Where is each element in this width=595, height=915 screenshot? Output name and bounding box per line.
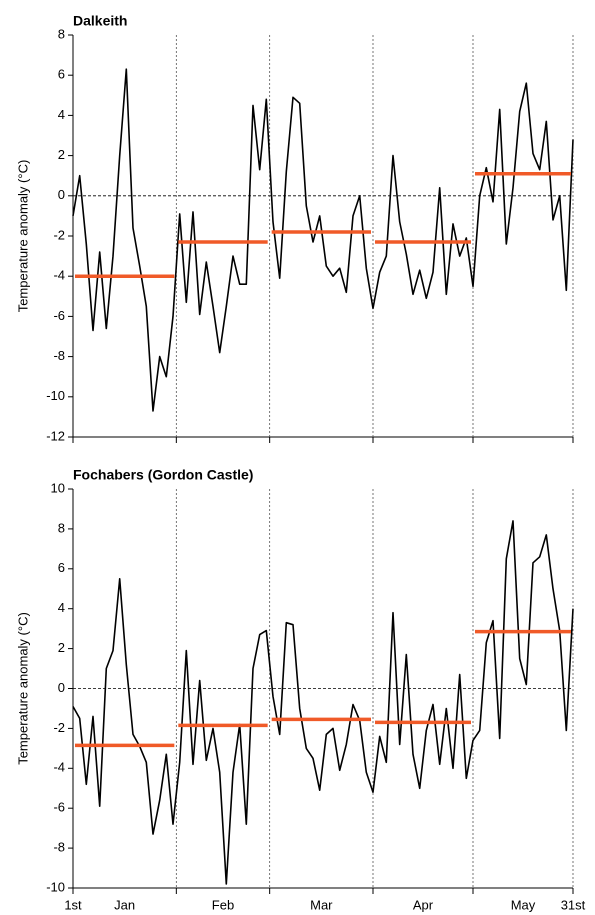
y-tick-label: 2 xyxy=(58,640,65,655)
x-tick-label: 1st xyxy=(64,897,82,912)
y-tick-label: -10 xyxy=(46,879,65,894)
y-tick-label: -6 xyxy=(53,308,65,323)
y-tick-label: 8 xyxy=(58,520,65,535)
y-tick-label: -4 xyxy=(53,760,65,775)
x-tick-label: 31st xyxy=(561,897,586,912)
y-tick-label: -12 xyxy=(46,428,65,443)
y-tick-label: -8 xyxy=(53,840,65,855)
month-label: May xyxy=(511,897,536,912)
y-tick-label: -10 xyxy=(46,388,65,403)
y-tick-label: 4 xyxy=(58,600,65,615)
y-axis-label: Temperature anomaly (°C) xyxy=(15,612,30,765)
month-label: Apr xyxy=(413,897,434,912)
y-tick-label: 10 xyxy=(51,480,65,495)
temperature-line xyxy=(72,68,574,412)
y-tick-label: -8 xyxy=(53,348,65,363)
chart-title: Dalkeith xyxy=(73,13,127,29)
y-tick-label: -2 xyxy=(53,720,65,735)
y-tick-label: -2 xyxy=(53,227,65,242)
month-label: Mar xyxy=(310,897,333,912)
y-tick-label: 8 xyxy=(58,26,65,41)
y-tick-label: 0 xyxy=(58,187,65,202)
y-tick-label: -6 xyxy=(53,800,65,815)
month-label: Feb xyxy=(212,897,234,912)
chart-title: Fochabers (Gordon Castle) xyxy=(73,467,253,483)
y-tick-label: 4 xyxy=(58,107,65,122)
y-tick-label: 2 xyxy=(58,147,65,162)
month-label: Jan xyxy=(114,897,135,912)
y-tick-label: 0 xyxy=(58,680,65,695)
y-axis-label: Temperature anomaly (°C) xyxy=(15,160,30,313)
y-tick-label: 6 xyxy=(58,560,65,575)
temperature-line xyxy=(72,520,574,885)
y-tick-label: -4 xyxy=(53,268,65,283)
y-tick-label: 6 xyxy=(58,67,65,82)
